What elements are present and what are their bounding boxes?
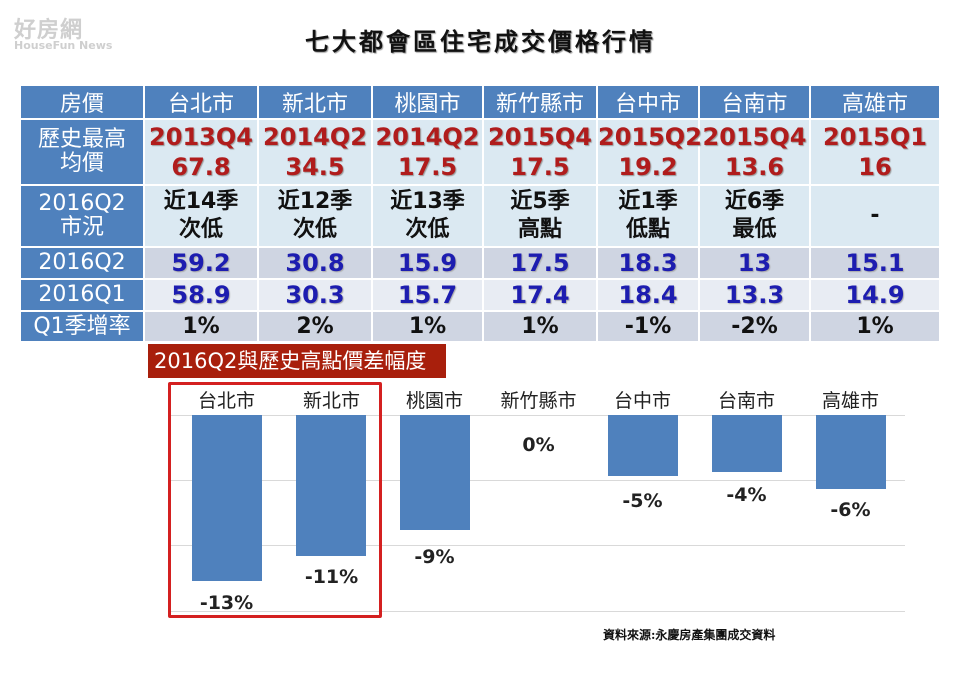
table-cell: 2% (258, 311, 373, 343)
value-label: -5% (622, 490, 663, 512)
header-cell: 台中市 (597, 86, 700, 120)
table-cell: 2015Q2 19.2 (597, 119, 702, 186)
category-label: 高雄市 (821, 390, 879, 412)
table-cell: 14.9 (810, 279, 941, 312)
value-label: -9% (414, 546, 455, 568)
table-cell: 近6季 最低 (699, 185, 811, 248)
table-cell: 2014Q2 17.5 (372, 119, 484, 186)
table-cell: 近5季 高點 (483, 185, 598, 248)
value-label: -11% (304, 566, 359, 588)
table-cell: - (810, 185, 941, 248)
table-cell: 近13季 次低 (372, 185, 484, 248)
table-cell: 1% (372, 311, 484, 343)
housefun-logo: 好房網 HouseFun News (14, 18, 113, 52)
table-row-2016q2: 2016Q2 59.2 30.8 15.9 17.5 18.3 13 15.1 (21, 247, 941, 280)
bar-chart: 台北市 新北市 桃園市 新竹縣市 台中市 台南市 高雄市 -13% -11% -… (170, 380, 905, 620)
table-cell: 近1季 低點 (597, 185, 700, 248)
table-cell: 30.3 (258, 279, 373, 312)
category-label: 台南市 (717, 390, 775, 412)
header-cell: 台北市 (144, 86, 259, 120)
bar-kaohsiung (816, 415, 886, 489)
header-cell: 新竹縣市 (483, 86, 598, 120)
table-row-2016q1: 2016Q1 58.9 30.3 15.7 17.4 18.4 13.3 14.… (21, 279, 941, 312)
table-cell: -1% (597, 311, 700, 343)
row-label: 2016Q2 (21, 247, 145, 280)
table-cell: 18.3 (597, 247, 700, 280)
table-cell: 15.7 (372, 279, 484, 312)
table-cell: 2014Q2 34.5 (258, 119, 373, 186)
table-cell: 15.1 (810, 247, 941, 280)
category-label: 台中市 (613, 390, 671, 412)
gridline (170, 611, 905, 612)
row-label: 2016Q1 (21, 279, 145, 312)
bar-taipei (192, 415, 262, 581)
logo-en: HouseFun News (14, 39, 113, 52)
table-cell: 2015Q4 17.5 (483, 119, 598, 186)
header-cell: 新北市 (258, 86, 373, 120)
table-cell: 近12季 次低 (258, 185, 373, 248)
source-note: 資料來源:永慶房產集團成交資料 (603, 628, 776, 642)
table-cell: 13 (699, 247, 811, 280)
category-label: 桃園市 (405, 390, 463, 412)
table-cell: 59.2 (144, 247, 259, 280)
row-label: Q1季增率 (21, 311, 145, 343)
value-label: -13% (199, 592, 254, 614)
header-cell: 台南市 (699, 86, 811, 120)
table-cell: 2015Q4 13.6 (699, 119, 811, 186)
gridline (170, 415, 905, 416)
header-cell: 高雄市 (810, 86, 941, 120)
value-label: 0% (522, 434, 555, 456)
header-cell: 房價 (21, 86, 145, 120)
table-cell: 30.8 (258, 247, 373, 280)
table-cell: 15.9 (372, 247, 484, 280)
table-cell: 2013Q4 67.8 (144, 119, 259, 186)
table-cell: 17.5 (483, 247, 598, 280)
bar-taoyuan (400, 415, 470, 530)
gridline (170, 480, 905, 481)
chart-title-banner: 2016Q2與歷史高點價差幅度 (148, 344, 446, 378)
table-cell: 58.9 (144, 279, 259, 312)
table-row-peak: 歷史最高 均價 2013Q4 67.8 2014Q2 34.5 2014Q2 17.5 … (21, 119, 941, 186)
highlight-box (168, 382, 382, 618)
logo-cn: 好房網 (14, 18, 84, 43)
page-title: 七大都會區住宅成交價格行情 (305, 27, 656, 56)
table-cell: 13.3 (699, 279, 811, 312)
value-label: -4% (726, 484, 767, 506)
table-cell: 17.4 (483, 279, 598, 312)
table-row-qoq: Q1季增率 1% 2% 1% 1% -1% -2% 1% (21, 311, 941, 343)
table-cell: -2% (699, 311, 811, 343)
table-cell: 18.4 (597, 279, 700, 312)
row-label: 2016Q2 市況 (21, 185, 145, 248)
bar-taichung (608, 415, 678, 476)
table-cell: 1% (810, 311, 941, 343)
header-cell: 桃園市 (372, 86, 484, 120)
table-cell: 2015Q1 16 (810, 119, 941, 186)
row-label: 歷史最高 均價 (21, 119, 145, 186)
bar-new-taipei (296, 415, 366, 556)
table-row-market: 2016Q2 市況 近14季 次低 近12季 次低 近13季 次低 近5季 高點 近1季低… (21, 185, 941, 248)
category-label: 新竹縣市 (500, 390, 577, 412)
table-cell: 近14季 次低 (144, 185, 259, 248)
table-cell: 1% (144, 311, 259, 343)
category-label: 台北市 (197, 390, 255, 412)
gridline (170, 545, 905, 546)
bar-tainan (712, 415, 782, 472)
value-label: -6% (830, 499, 871, 521)
price-table: 房價 台北市 新北市 桃園市 新竹縣市 台中市 台南市 高雄市 歷史最高 均價 2… (21, 86, 941, 343)
category-label: 新北市 (302, 390, 360, 412)
table-header-row: 房價 台北市 新北市 桃園市 新竹縣市 台中市 台南市 高雄市 (21, 86, 941, 120)
table-cell: 1% (483, 311, 598, 343)
